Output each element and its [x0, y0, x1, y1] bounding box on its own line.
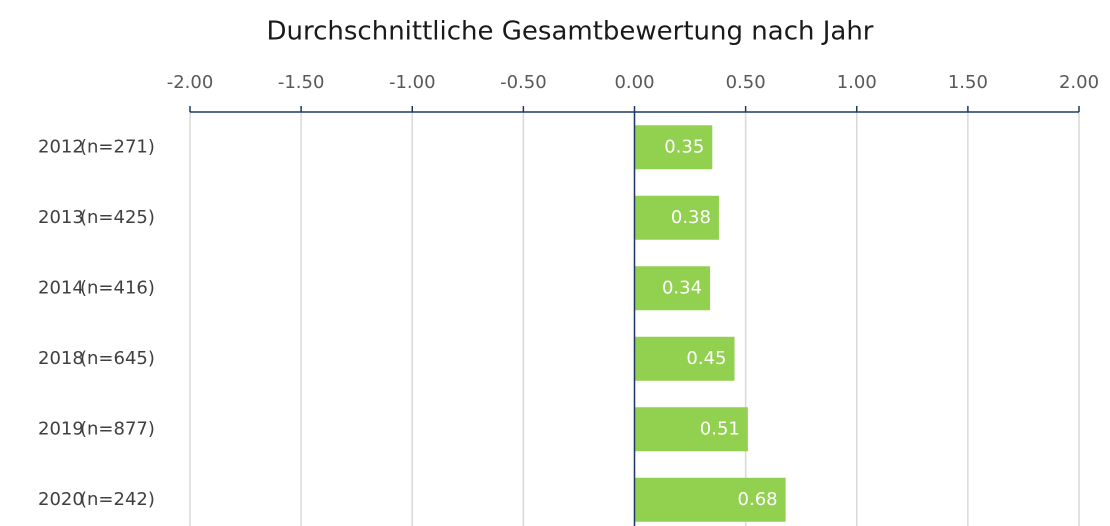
data-label: 0.68 [738, 489, 778, 510]
y-tick-label: 2020 [38, 489, 84, 510]
sample-size-label: (n=242) [80, 489, 155, 510]
bar [634, 477, 786, 522]
bar [634, 336, 735, 381]
data-label: 0.35 [664, 136, 704, 157]
bar [634, 125, 713, 170]
x-tick-label: -2.00 [167, 72, 214, 93]
x-tick-label: 1.50 [948, 72, 988, 93]
y-tick-label: 2014 [38, 277, 84, 298]
y-tick-label: 2013 [38, 207, 84, 228]
x-tick-label: -1.50 [278, 72, 325, 93]
x-tick-label: 1.00 [837, 72, 877, 93]
x-tick-label: 0.00 [614, 72, 654, 93]
x-tick-label: -1.00 [389, 72, 436, 93]
bar [634, 195, 719, 240]
sample-size-label: (n=416) [80, 277, 155, 298]
sample-size-label: (n=425) [80, 207, 155, 228]
sample-size-label: (n=877) [80, 418, 155, 439]
sample-size-label: (n=271) [80, 136, 155, 157]
y-tick-label: 2019 [38, 418, 84, 439]
x-tick-label: 2.00 [1059, 72, 1099, 93]
data-label: 0.45 [686, 348, 726, 369]
x-tick-label: -0.50 [500, 72, 547, 93]
y-tick-label: 2018 [38, 348, 84, 369]
y-tick-label: 2012 [38, 136, 84, 157]
sample-size-label: (n=645) [80, 348, 155, 369]
chart-title: Durchschnittliche Gesamtbewertung nach J… [266, 17, 873, 47]
data-label: 0.51 [700, 418, 740, 439]
x-tick-label: 0.50 [726, 72, 766, 93]
bar [634, 266, 711, 311]
bar [634, 407, 748, 452]
data-label: 0.34 [662, 277, 702, 298]
data-label: 0.38 [671, 207, 711, 228]
